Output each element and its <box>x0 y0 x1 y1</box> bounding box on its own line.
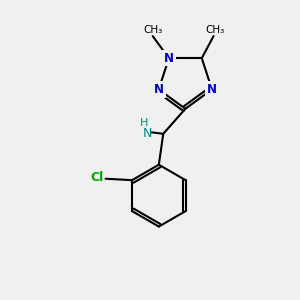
Text: N: N <box>154 83 164 96</box>
Text: CH₃: CH₃ <box>143 25 162 34</box>
Text: N: N <box>207 83 217 96</box>
Text: N: N <box>164 52 174 65</box>
Text: N: N <box>207 83 217 96</box>
Text: Cl: Cl <box>91 171 104 184</box>
Text: H: H <box>140 118 148 128</box>
Text: CH₃: CH₃ <box>206 25 225 34</box>
Text: N: N <box>142 127 152 140</box>
Text: N: N <box>164 52 174 65</box>
Text: N: N <box>154 83 164 96</box>
